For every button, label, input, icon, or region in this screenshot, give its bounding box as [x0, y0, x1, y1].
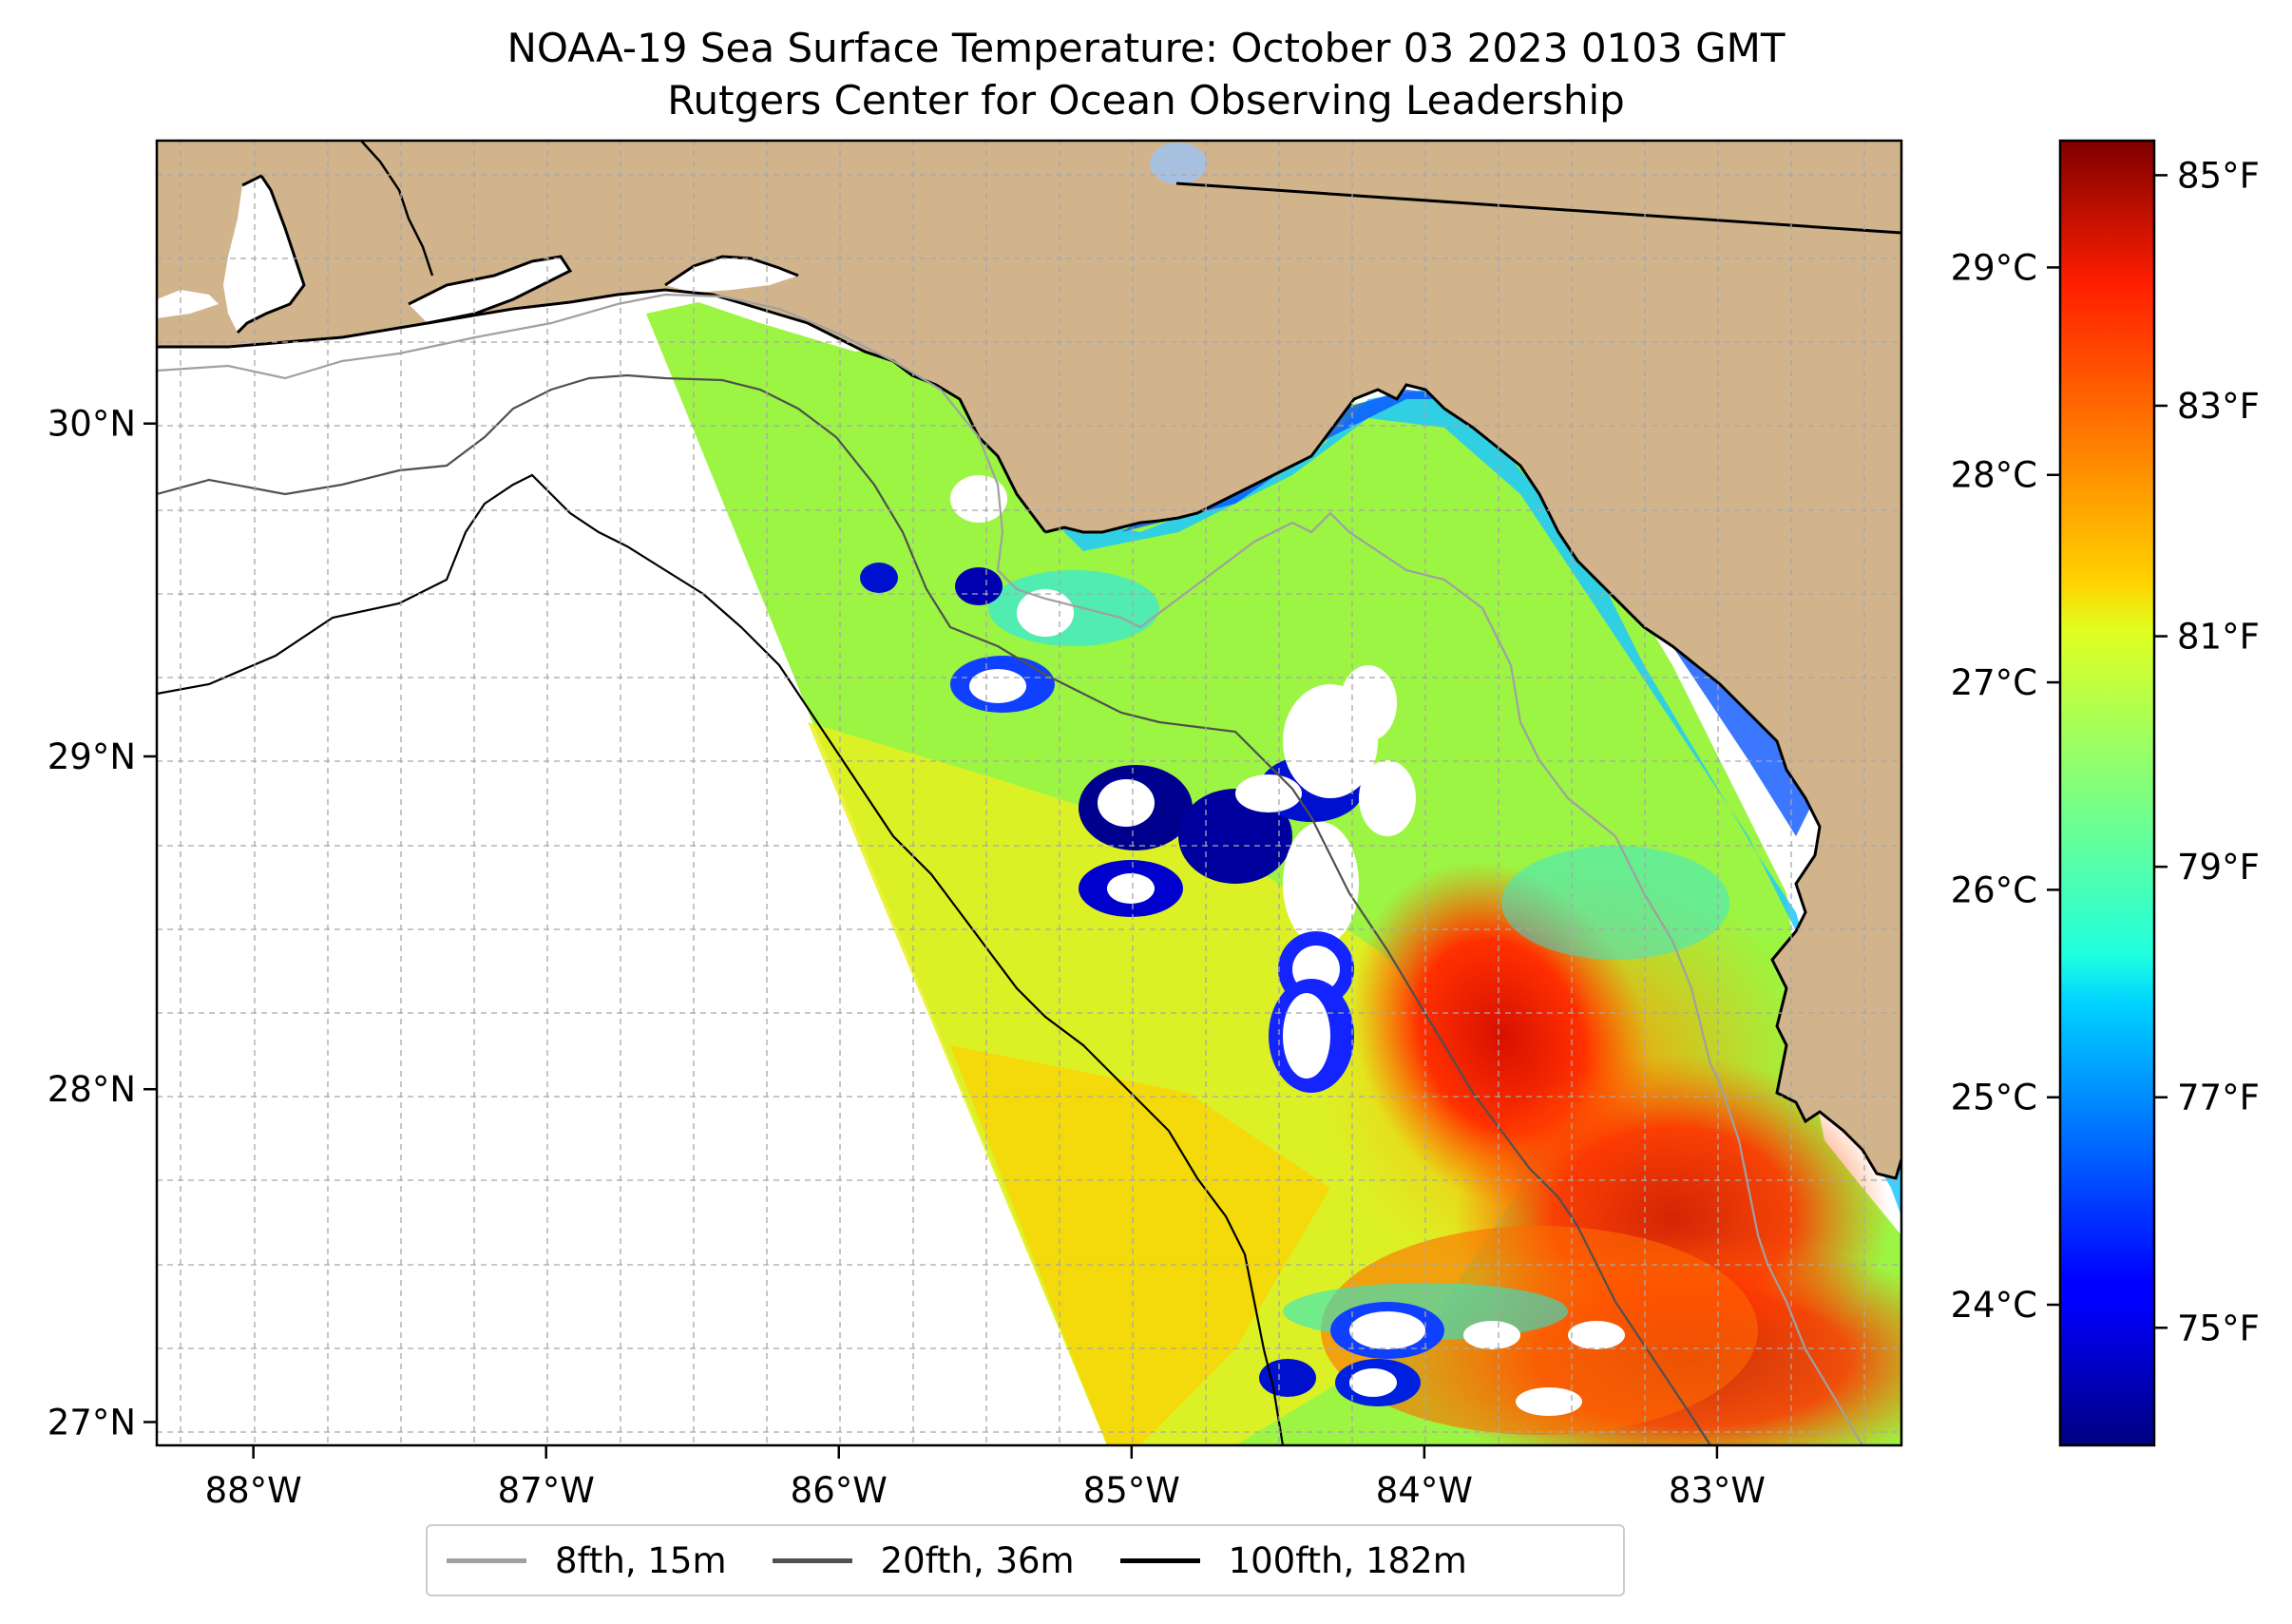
lon-tick-label: 86°W [791, 1470, 888, 1511]
state-boundary [1175, 182, 1901, 235]
celsius-tick-label: 29°C [1951, 247, 2037, 288]
lon-axis: 88°W 87°W 86°W 85°W 84°W 83°W [205, 1445, 1766, 1511]
fahrenheit-tick-label: 75°F [2177, 1308, 2260, 1348]
chart-title: NOAA-19 Sea Surface Temperature: October… [506, 25, 1786, 71]
map-area [157, 141, 1901, 1445]
colorbar [2058, 139, 2156, 1447]
fahrenheit-tick-label: 85°F [2177, 155, 2260, 196]
colorbar-celsius-axis: 29°C 28°C 27°C 26°C 25°C 24°C [1951, 247, 2060, 1326]
legend-item: 8fth, 15m [447, 1540, 727, 1581]
lat-tick-label: 30°N [48, 404, 136, 445]
legend: 8fth, 15m 20fth, 36m 100fth, 182m [426, 1524, 1625, 1596]
gridlines [157, 141, 1901, 1445]
legend-line-swatch [1119, 1557, 1200, 1563]
chart-subtitle: Rutgers Center for Ocean Observing Leade… [667, 77, 1625, 124]
fahrenheit-tick-label: 77°F [2177, 1078, 2260, 1118]
lat-axis: 30°N 29°N 28°N 27°N [48, 404, 157, 1442]
celsius-tick-label: 27°C [1951, 662, 2037, 703]
lon-tick-label: 88°W [205, 1470, 302, 1511]
celsius-tick-label: 28°C [1951, 455, 2037, 496]
legend-item: 20fth, 36m [772, 1539, 1075, 1581]
lat-tick-label: 27°N [48, 1402, 136, 1442]
celsius-tick-label: 24°C [1951, 1285, 2037, 1326]
legend-label: 8fth, 15m [555, 1539, 727, 1581]
lon-tick-label: 87°W [498, 1470, 595, 1511]
colorbar-fahrenheit-axis: 85°F 83°F 81°F 79°F 77°F 75°F [2154, 155, 2260, 1348]
legend-item: 100fth, 182m [1119, 1539, 1467, 1581]
isobath-36m [157, 373, 1711, 1445]
map-frame [155, 139, 1903, 1447]
coastline [1044, 383, 1901, 1180]
lat-tick-label: 29°N [48, 736, 136, 777]
cloud-gaps [860, 475, 1625, 1416]
fahrenheit-tick-label: 79°F [2177, 847, 2260, 888]
celsius-tick-label: 25°C [1951, 1078, 2037, 1118]
lon-tick-label: 85°W [1083, 1470, 1180, 1511]
legend-line-swatch [772, 1557, 852, 1563]
legend-line-swatch [447, 1557, 526, 1563]
isobath-15m [157, 293, 1863, 1445]
celsius-tick-label: 26°C [1951, 869, 2037, 910]
lon-tick-label: 83°W [1669, 1470, 1766, 1511]
legend-label: 100fth, 182m [1228, 1539, 1467, 1581]
fahrenheit-tick-label: 81°F [2177, 617, 2260, 658]
legend-label: 20fth, 36m [880, 1539, 1075, 1581]
fahrenheit-tick-label: 83°F [2177, 386, 2260, 427]
lat-tick-label: 28°N [48, 1069, 136, 1110]
isobath-182m [157, 473, 1285, 1445]
lon-tick-label: 84°W [1376, 1470, 1473, 1511]
